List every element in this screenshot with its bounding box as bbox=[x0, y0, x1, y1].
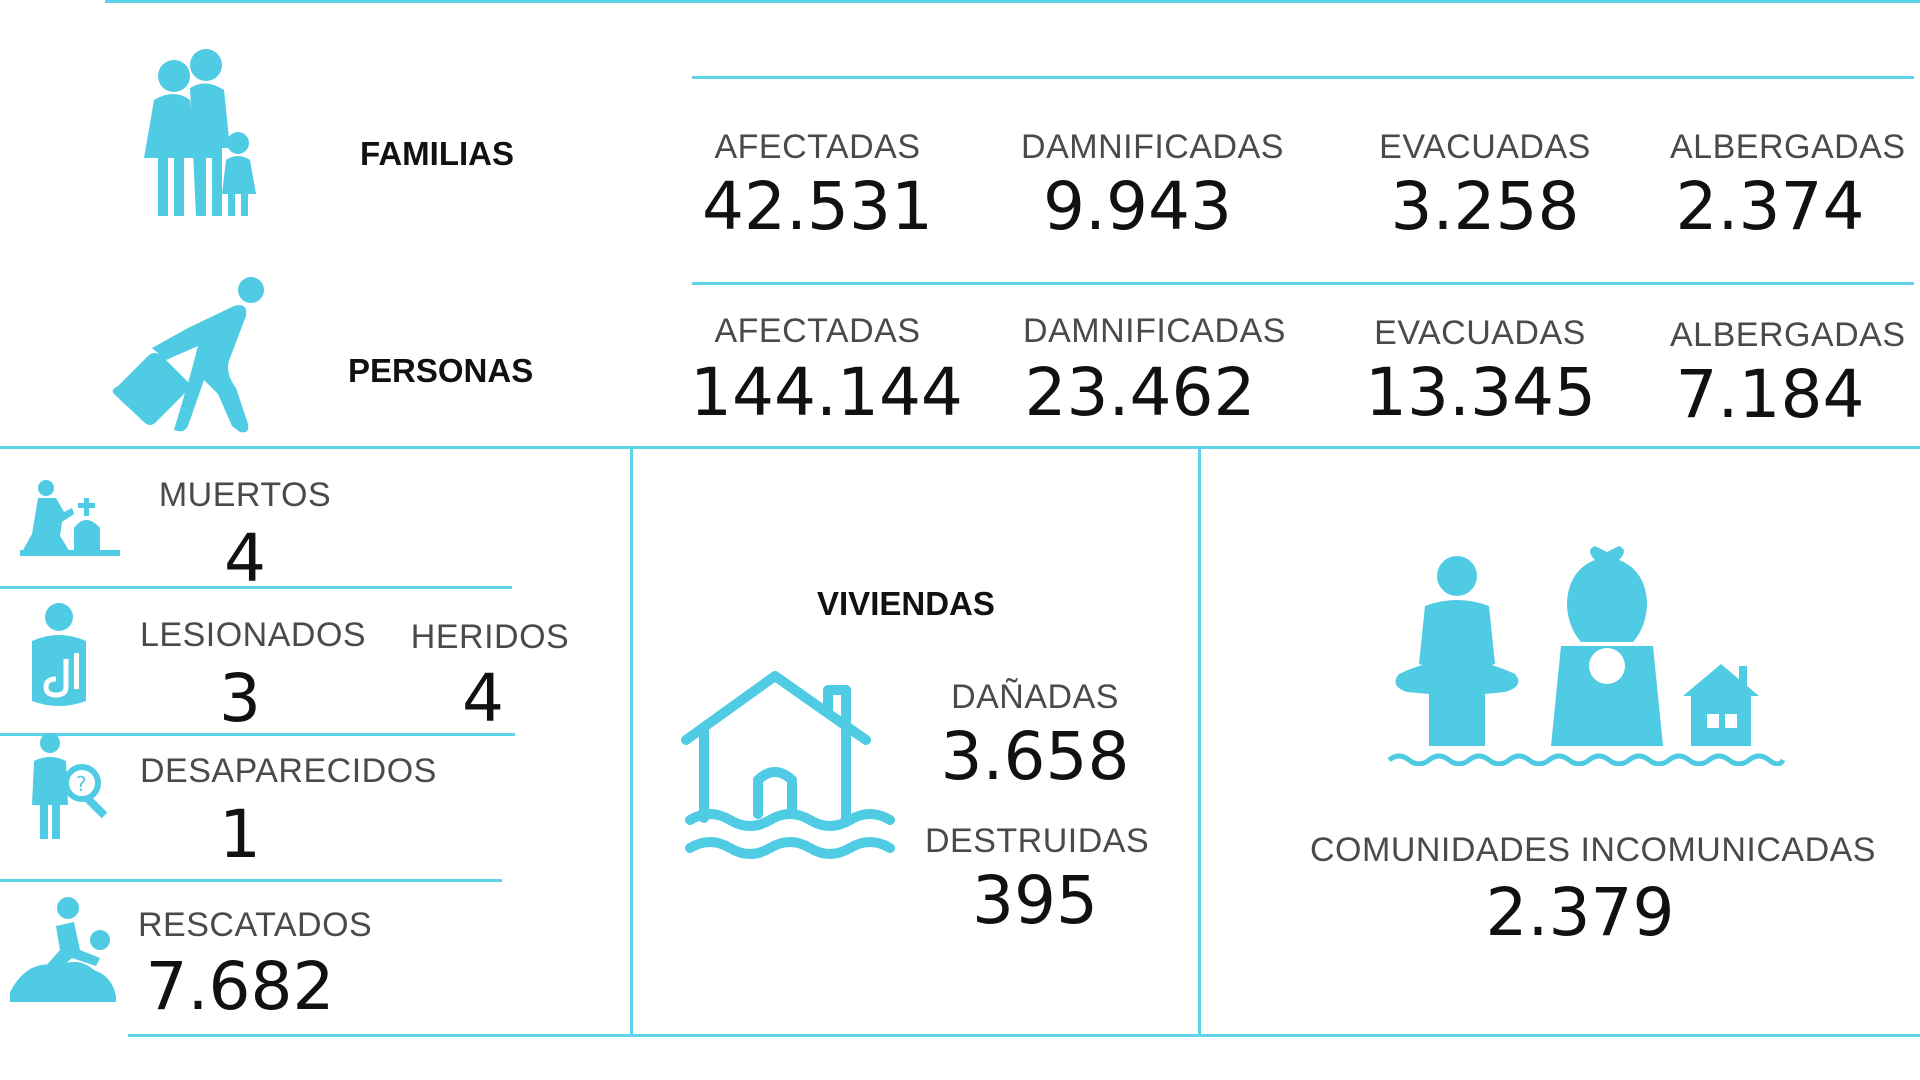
comunidades-label: COMUNIDADES INCOMUNICADAS bbox=[1310, 831, 1876, 869]
destruidas-label: DESTRUIDAS bbox=[925, 822, 1150, 860]
personas-top-divider bbox=[692, 282, 1914, 285]
familias-evacuadas-value: 3.258 bbox=[1390, 168, 1580, 245]
personas-evacuadas-label: EVACUADAS bbox=[1374, 314, 1586, 352]
personas-damnificadas-label: DAMNIFICADAS bbox=[1023, 312, 1286, 350]
familias-top-divider bbox=[692, 76, 1914, 79]
rescatados-label: RESCATADOS bbox=[138, 906, 373, 944]
destruidas-value: 395 bbox=[972, 862, 1098, 939]
viviendas-title: VIVIENDAS bbox=[817, 585, 995, 622]
svg-text:?: ? bbox=[76, 772, 87, 796]
comunidades-value: 2.379 bbox=[1485, 874, 1675, 951]
desaparecidos-label: DESAPARECIDOS bbox=[140, 752, 437, 790]
heridos-label: HERIDOS bbox=[410, 618, 570, 656]
desaparecidos-divider bbox=[0, 879, 502, 882]
middle-column-divider bbox=[1198, 448, 1201, 1035]
personas-albergadas-value: 7.184 bbox=[1675, 356, 1865, 433]
familias-afectadas-label: AFECTADAS bbox=[714, 128, 921, 166]
injured-person-icon bbox=[26, 603, 92, 711]
personas-title: PERSONAS bbox=[348, 352, 534, 389]
personas-damnificadas-value: 23.462 bbox=[1024, 354, 1256, 431]
familias-damnificadas-value: 9.943 bbox=[1043, 168, 1232, 245]
familias-evacuadas-label: EVACUADAS bbox=[1379, 128, 1591, 166]
familias-title: FAMILIAS bbox=[360, 135, 514, 172]
muertos-value: 4 bbox=[224, 520, 266, 597]
section-divider bbox=[0, 446, 1920, 449]
personas-evacuadas-value: 13.345 bbox=[1365, 354, 1596, 431]
muertos-divider bbox=[0, 586, 512, 589]
heridos-value: 4 bbox=[462, 660, 504, 737]
rescatados-value: 7.682 bbox=[145, 948, 335, 1025]
left-column-divider bbox=[630, 448, 633, 1035]
family-icon bbox=[138, 48, 268, 220]
rescue-icon bbox=[8, 896, 118, 1004]
familias-afectadas-value: 42.531 bbox=[702, 168, 933, 245]
running-person-luggage-icon bbox=[108, 276, 268, 436]
familias-albergadas-label: ALBERGADAS bbox=[1670, 128, 1906, 166]
flooded-house-icon bbox=[680, 668, 900, 868]
lesionados-value: 3 bbox=[219, 660, 261, 737]
personas-albergadas-label: ALBERGADAS bbox=[1670, 316, 1906, 354]
danadas-value: 3.658 bbox=[940, 718, 1130, 795]
muertos-label: MUERTOS bbox=[158, 476, 332, 514]
personas-afectadas-value: 144.144 bbox=[690, 354, 963, 431]
bottom-divider bbox=[128, 1034, 1920, 1037]
mourning-grave-icon bbox=[20, 478, 120, 556]
familias-albergadas-value: 2.374 bbox=[1675, 168, 1865, 245]
missing-person-search-icon: ? bbox=[30, 733, 110, 843]
lesionados-divider bbox=[0, 733, 515, 736]
personas-afectadas-label: AFECTADAS bbox=[714, 312, 921, 350]
flood-people-house-icon bbox=[1385, 546, 1785, 766]
danadas-label: DAÑADAS bbox=[951, 678, 1119, 716]
desaparecidos-value: 1 bbox=[219, 796, 261, 873]
familias-damnificadas-label: DAMNIFICADAS bbox=[1021, 128, 1284, 166]
lesionados-label: LESIONADOS bbox=[140, 616, 367, 654]
top-divider bbox=[105, 0, 1920, 3]
